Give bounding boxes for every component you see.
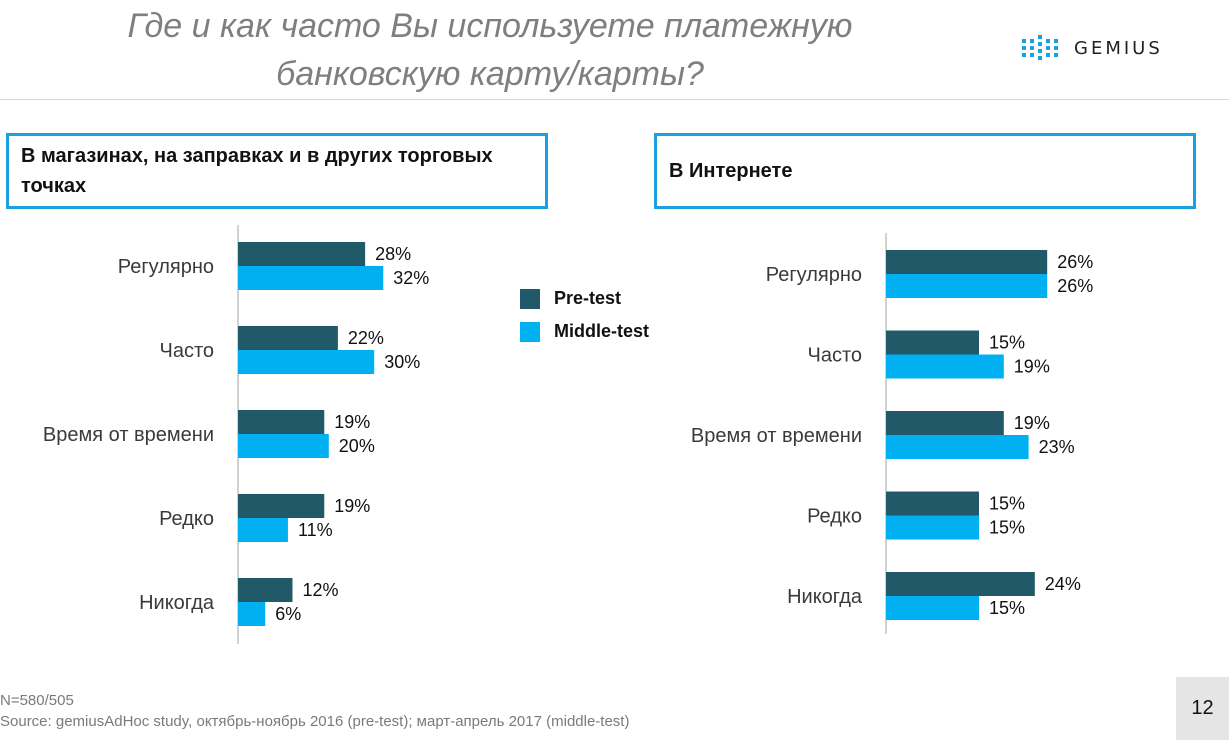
right-bar-middle-test <box>886 435 1029 459</box>
right-bar-pre-test <box>886 411 1004 435</box>
gemius-dots-icon <box>1022 35 1058 60</box>
left-data-label: 12% <box>302 580 338 600</box>
right-bar-pre-test <box>886 491 979 516</box>
right-bar-middle-test <box>886 354 1004 379</box>
left-data-label: 11% <box>298 520 333 540</box>
left-data-label: 30% <box>384 352 420 372</box>
left-data-label: 32% <box>393 268 429 288</box>
right-bar-pre-test <box>886 330 979 355</box>
left-category-label: Никогда <box>139 592 215 614</box>
right-data-label: 15% <box>989 518 1025 538</box>
right-data-label: 19% <box>1014 413 1050 433</box>
left-data-label: 19% <box>334 412 370 432</box>
right-category-label: Время от времени <box>691 425 862 447</box>
logo-text: GEMIUS <box>1074 37 1163 59</box>
footnote-sample: N=580/505 <box>0 692 74 709</box>
right-data-label: 15% <box>989 598 1025 618</box>
right-category-label: Регулярно <box>766 264 862 286</box>
right-data-label: 24% <box>1045 574 1081 594</box>
right-category-label: Никогда <box>787 586 863 608</box>
right-category-label: Часто <box>807 345 862 367</box>
left-data-label: 20% <box>339 436 375 456</box>
legend-item-middle-test: Middle-test <box>520 315 649 348</box>
right-data-label: 26% <box>1057 276 1093 296</box>
right-data-label: 19% <box>1014 357 1050 377</box>
right-bar-middle-test <box>886 274 1048 298</box>
chart-left-title-box: В магазинах, на заправках и в других тор… <box>6 133 548 209</box>
left-bar-pre-test <box>238 578 293 602</box>
legend-label-pre-test: Pre-test <box>554 288 622 308</box>
right-data-label: 26% <box>1057 252 1093 272</box>
left-data-label: 19% <box>334 496 370 516</box>
left-bar-pre-test <box>238 326 338 350</box>
left-bar-pre-test <box>238 410 325 434</box>
right-data-label: 23% <box>1039 437 1075 457</box>
right-data-label: 15% <box>989 494 1025 514</box>
right-bar-middle-test <box>886 515 979 540</box>
right-bar-pre-test <box>886 572 1035 596</box>
chart-right-title: В Интернете <box>669 160 793 182</box>
left-data-label: 6% <box>275 604 301 624</box>
left-category-label: Редко <box>159 508 214 530</box>
chart-right-title-box: В Интернете <box>654 133 1196 209</box>
footnote-source: Source: gemiusAdHoc study, октябрь-ноябр… <box>0 713 630 730</box>
left-data-label: 22% <box>348 328 384 348</box>
left-bar-middle-test <box>238 266 384 290</box>
legend-label-middle-test: Middle-test <box>554 321 650 341</box>
left-category-label: Часто <box>159 340 214 362</box>
left-data-label: 28% <box>375 244 411 264</box>
legend-item-pre-test: Pre-test <box>520 282 649 315</box>
right-category-label: Редко <box>807 506 862 528</box>
left-bar-pre-test <box>238 242 366 266</box>
left-bar-middle-test <box>238 602 266 626</box>
header-divider <box>0 99 1229 100</box>
page-title: Где и как часто Вы используете платежную… <box>127 7 853 93</box>
legend: Pre-test Middle-test <box>520 282 649 348</box>
page-number: 12 <box>1176 677 1229 740</box>
left-bar-middle-test <box>238 518 288 542</box>
left-bar-pre-test <box>238 494 325 518</box>
chart-left-title: В магазинах, на заправках и в других тор… <box>21 145 493 197</box>
legend-swatch-middle-test <box>520 321 540 342</box>
left-bar-middle-test <box>238 350 375 374</box>
left-bar-middle-test <box>238 434 329 458</box>
right-data-label: 15% <box>989 333 1025 353</box>
legend-swatch-pre-test <box>520 288 540 309</box>
right-bar-pre-test <box>886 250 1048 274</box>
gemius-logo: GEMIUS <box>1022 35 1163 61</box>
left-category-label: Регулярно <box>118 256 214 278</box>
right-bar-middle-test <box>886 596 979 620</box>
left-category-label: Время от времени <box>43 424 214 446</box>
